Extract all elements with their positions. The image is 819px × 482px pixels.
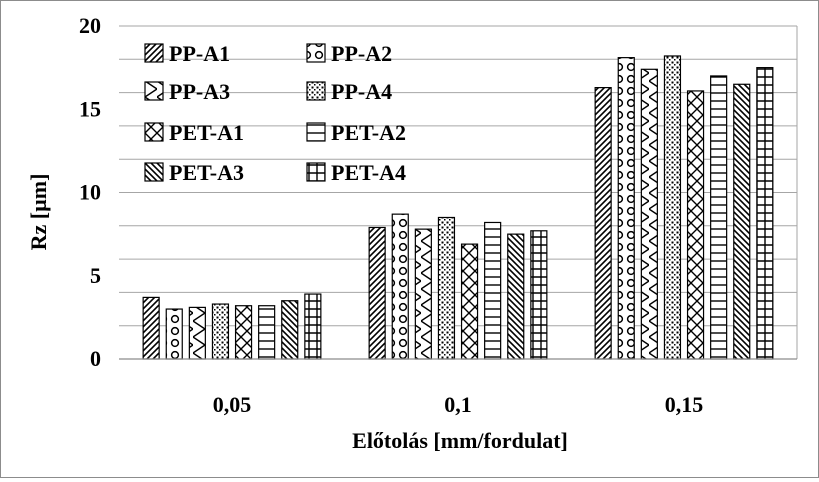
bars	[142, 55, 774, 360]
legend-swatch	[306, 81, 326, 101]
bar-pet-a3-3	[733, 83, 751, 360]
bar-pet-a2-1	[258, 305, 276, 360]
legend-label: PP-A1	[169, 41, 230, 66]
bar-pp-a3-1	[188, 306, 206, 360]
y-tick-label: 0	[90, 346, 101, 371]
bar-pp-a1-1	[142, 296, 160, 360]
axes: 0 5 10 15 20 0,05 0,1 0,15	[79, 13, 797, 417]
legend-label: PET-A3	[169, 160, 244, 185]
legend-label: PET-A1	[169, 120, 244, 145]
bar-pp-a2-2	[391, 213, 409, 360]
legend-swatch	[144, 162, 164, 182]
bar-pp-a2-3	[617, 57, 635, 360]
bar-pet-a1-1	[234, 305, 253, 360]
bar-pp-a3-2	[414, 228, 432, 360]
x-axis-label: Előtolás [mm/fordulat]	[352, 428, 568, 453]
bar-pet-a2-2	[484, 221, 502, 360]
bar-pet-a4-1	[304, 293, 322, 360]
bar-pet-a4-2	[530, 230, 548, 360]
bar-pp-a4-3	[663, 55, 682, 360]
legend-swatch	[144, 122, 164, 142]
bar-pet-a3-1	[281, 300, 299, 360]
y-tick-label: 10	[79, 180, 101, 205]
legend-label: PET-A4	[331, 160, 406, 185]
legend-swatch	[144, 43, 164, 63]
bar-pp-a1-2	[368, 226, 386, 360]
legend-label: PP-A4	[331, 79, 392, 104]
legend-swatch	[306, 122, 326, 142]
y-axis-label: Rz [µm]	[26, 174, 51, 251]
bar-pp-a2-1	[165, 308, 183, 360]
x-tick-label: 0,15	[665, 392, 704, 417]
bar-pet-a1-3	[686, 90, 705, 360]
bar-pp-a3-3	[640, 68, 658, 360]
bar-pp-a4-2	[437, 216, 456, 360]
y-tick-label: 15	[79, 96, 101, 121]
gridlines	[119, 25, 798, 359]
bar-pet-a3-2	[507, 233, 525, 360]
legend-swatch	[306, 43, 326, 63]
y-tick-label: 5	[90, 263, 101, 288]
x-tick-label: 0,05	[213, 392, 252, 417]
legend-swatch	[144, 81, 164, 101]
legend-label: PET-A2	[331, 120, 406, 145]
bar-pp-a4-1	[211, 303, 230, 360]
bar-pp-a1-3	[594, 87, 612, 360]
legend-label: PP-A2	[331, 41, 392, 66]
x-tick-label: 0,1	[444, 392, 472, 417]
legend: PP-A1 PP-A2 PP-A3 PP-A4 PET-A1 PET-A2 PET-A3 PE…	[144, 41, 406, 185]
bar-pet-a1-2	[460, 243, 479, 360]
y-tick-label: 20	[79, 13, 101, 38]
bar-pet-a2-3	[710, 75, 728, 360]
bar-pet-a4-3	[756, 67, 774, 360]
legend-swatch	[306, 162, 326, 182]
legend-label: PP-A3	[169, 79, 230, 104]
